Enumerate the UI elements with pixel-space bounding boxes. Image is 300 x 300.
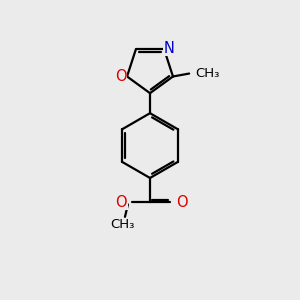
Text: O: O bbox=[116, 195, 127, 210]
Text: O: O bbox=[115, 69, 126, 84]
Text: N: N bbox=[164, 40, 175, 56]
Text: CH₃: CH₃ bbox=[195, 67, 219, 80]
Text: CH₃: CH₃ bbox=[110, 218, 134, 231]
Text: O: O bbox=[176, 195, 188, 210]
